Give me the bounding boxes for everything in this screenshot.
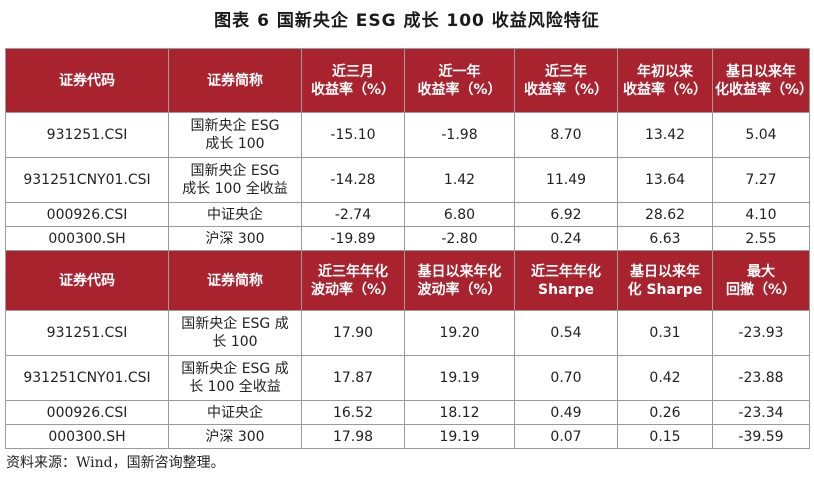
- table-cell: 5.04: [712, 112, 810, 158]
- header-cell: 最大 回撤（%）: [712, 250, 810, 311]
- header-cell: 近三月 收益率（%）: [301, 48, 405, 113]
- table-cell: -2.74: [301, 202, 405, 227]
- table-cell: -39.59: [712, 424, 810, 449]
- table-cell: 国新央企 ESG 成长 100 全收益: [168, 355, 302, 401]
- table-cell: 28.62: [617, 202, 713, 227]
- table-cell: -23.93: [712, 310, 810, 356]
- table-cell: -19.89: [301, 226, 405, 251]
- header-cell: 证券代码: [5, 48, 169, 113]
- header-row: 证券代码 证券简称 近三年年化 波动率（%） 基日以来年化 波动率（%） 近三年年化…: [5, 250, 810, 311]
- table-cell: 19.20: [404, 310, 515, 356]
- header-cell: 基日以来年 化收益率（%）: [712, 48, 813, 113]
- table-cell: -1.98: [404, 112, 515, 158]
- header-row: 证券代码 证券简称 近三月 收益率（%） 近一年 收益率（%） 近三年 收益率（%） …: [5, 48, 813, 113]
- table-cell: 沪深 300: [168, 226, 302, 251]
- table-cell: 18.12: [404, 400, 515, 425]
- table-cell: 8.70: [514, 112, 618, 158]
- header-cell: 证券简称: [168, 250, 302, 311]
- table-cell: 000300.SH: [5, 226, 169, 251]
- table-cell: 6.63: [617, 226, 713, 251]
- table-cell: 沪深 300: [168, 424, 302, 449]
- header-cell: 近三年年化 Sharpe: [514, 250, 618, 311]
- table-cell: 1.42: [404, 157, 515, 203]
- table-cell: 0.42: [617, 355, 713, 401]
- table-cell: 17.98: [301, 424, 405, 449]
- table-cell: -14.28: [301, 157, 405, 203]
- table-cell: 931251CNY01.CSI: [5, 157, 169, 203]
- table-row: 931251CNY01.CSI 国新央企 ESG 成长 100 全收益 -14.2…: [5, 157, 810, 203]
- header-cell: 近三年 收益率（%）: [514, 48, 618, 113]
- table-cell: -15.10: [301, 112, 405, 158]
- table-cell: 11.49: [514, 157, 618, 203]
- table-cell: 0.15: [617, 424, 713, 449]
- table-row: 931251.CSI 国新央企 ESG 成长 100 -15.10 -1.98 8…: [5, 112, 810, 158]
- table-cell: 931251.CSI: [5, 310, 169, 356]
- table-row: 000300.SH 沪深 300 17.98 19.19 0.07 0.15 -…: [5, 424, 810, 449]
- header-cell: 年初以来 收益率（%）: [617, 48, 713, 113]
- header-cell: 证券简称: [168, 48, 302, 113]
- source-note: 资料来源：Wind，国新咨询整理。: [6, 455, 225, 471]
- table-cell: 931251.CSI: [5, 112, 169, 158]
- header-cell: 基日以来年化 Sharpe: [617, 250, 713, 311]
- header-cell: 证券代码: [5, 250, 169, 311]
- risk-return-table: 证券代码 证券简称 近三月 收益率（%） 近一年 收益率（%） 近三年 收益率（%） …: [5, 48, 813, 449]
- table-cell: 国新央企 ESG 成长 100: [168, 112, 302, 158]
- table-cell: -2.80: [404, 226, 515, 251]
- table-cell: 16.52: [301, 400, 405, 425]
- table-cell: 0.07: [514, 424, 618, 449]
- table-cell: 7.27: [712, 157, 810, 203]
- table-cell: 13.64: [617, 157, 713, 203]
- table-cell: 国新央企 ESG 成长 100 全收益: [168, 157, 302, 203]
- table-row: 931251.CSI 国新央企 ESG 成长 100 17.90 19.20 0…: [5, 310, 810, 356]
- table-cell: -23.34: [712, 400, 810, 425]
- table-cell: 0.24: [514, 226, 618, 251]
- table-row: 931251CNY01.CSI 国新央企 ESG 成长 100 全收益 17.8…: [5, 355, 810, 401]
- table-cell: 国新央企 ESG 成长 100: [168, 310, 302, 356]
- table-cell: 0.49: [514, 400, 618, 425]
- table-cell: 931251CNY01.CSI: [5, 355, 169, 401]
- table-cell: 000300.SH: [5, 424, 169, 449]
- header-cell: 近一年 收益率（%）: [404, 48, 515, 113]
- table-row: 000926.CSI 中证央企 -2.74 6.80 6.92 28.62 4.…: [5, 202, 810, 227]
- table-row: 000300.SH 沪深 300 -19.89 -2.80 0.24 6.63 …: [5, 226, 810, 251]
- figure-title: 图表 6 国新央企 ESG 成长 100 收益风险特征: [214, 11, 600, 31]
- table-cell: 0.54: [514, 310, 618, 356]
- table-cell: 17.90: [301, 310, 405, 356]
- table-cell: 13.42: [617, 112, 713, 158]
- table-cell: 4.10: [712, 202, 810, 227]
- table-cell: 0.31: [617, 310, 713, 356]
- table-cell: 000926.CSI: [5, 400, 169, 425]
- table-cell: 0.70: [514, 355, 618, 401]
- table-cell: 2.55: [712, 226, 810, 251]
- table-cell: 6.92: [514, 202, 618, 227]
- table-cell: 19.19: [404, 355, 515, 401]
- table-cell: 中证央企: [168, 400, 302, 425]
- table-cell: 000926.CSI: [5, 202, 169, 227]
- table-cell: 0.26: [617, 400, 713, 425]
- table-cell: 19.19: [404, 424, 515, 449]
- header-cell: 近三年年化 波动率（%）: [301, 250, 405, 311]
- table-cell: -23.88: [712, 355, 810, 401]
- table-cell: 17.87: [301, 355, 405, 401]
- table-cell: 中证央企: [168, 202, 302, 227]
- header-cell: 基日以来年化 波动率（%）: [404, 250, 515, 311]
- table-row: 000926.CSI 中证央企 16.52 18.12 0.49 0.26 -2…: [5, 400, 810, 425]
- table-cell: 6.80: [404, 202, 515, 227]
